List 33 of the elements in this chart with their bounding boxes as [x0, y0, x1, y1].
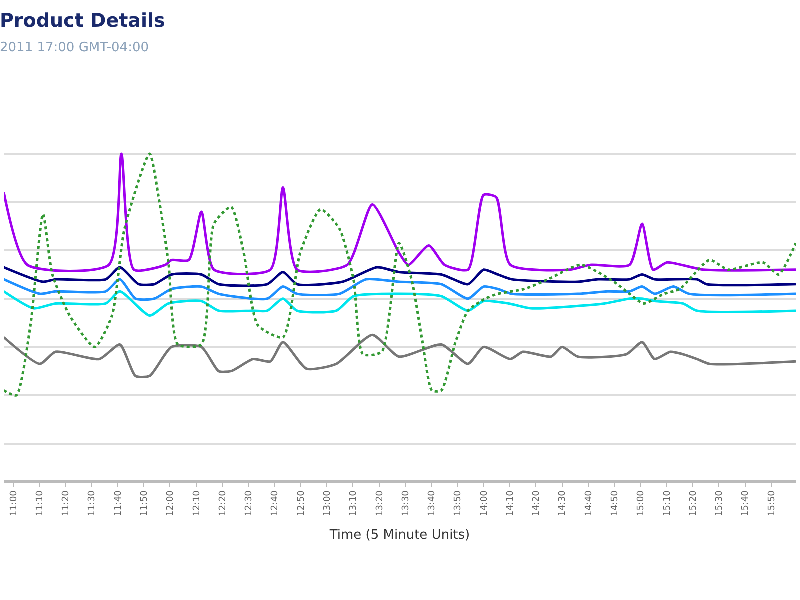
x-tick-label: 15:00	[636, 490, 647, 517]
x-tick-label: 14:50	[610, 490, 621, 517]
x-tick-label: 12:30	[244, 490, 255, 517]
x-tick-label: 15:10	[662, 490, 673, 517]
chart-title: Product Details	[0, 10, 166, 32]
x-tick-label: 13:10	[349, 490, 360, 517]
x-axis-title: Time (5 Minute Units)	[328, 528, 470, 544]
x-tick-label: 15:20	[688, 490, 699, 517]
x-tick-label: 12:00	[166, 490, 176, 517]
chart-subtitle: 2011 17:00 GMT-04:00	[0, 40, 150, 56]
x-tick-label: 13:00	[322, 490, 333, 517]
x-tick-label: 14:40	[584, 490, 594, 517]
x-tick-label: 11:50	[140, 490, 150, 517]
x-tick-label: 11:20	[62, 490, 72, 517]
x-tick-label: 11:00	[9, 490, 20, 517]
x-tick-label: 15:30	[715, 490, 726, 517]
x-tick-label: 12:50	[296, 490, 307, 517]
x-tick-label: 11:40	[114, 490, 124, 517]
x-tick-label: 14:10	[506, 490, 516, 517]
x-tick-label: 12:20	[218, 490, 228, 517]
x-tick-label: 14:20	[532, 490, 542, 517]
x-tick-label: 15:40	[741, 490, 752, 517]
x-tick-label: 11:10	[35, 490, 46, 517]
x-tick-label: 14:30	[558, 490, 568, 517]
x-tick-label: 13:30	[401, 490, 412, 517]
x-tick-label: 13:50	[454, 490, 464, 517]
x-tick-label: 12:40	[270, 490, 281, 517]
x-tick-label: 15:50	[767, 490, 778, 517]
x-tick-label: 12:10	[192, 490, 202, 517]
x-tick-label: 13:20	[375, 490, 386, 517]
x-tick-label: 11:30	[88, 490, 98, 517]
x-tick-label: 13:40	[428, 490, 438, 517]
x-tick-label: 14:00	[480, 490, 490, 517]
